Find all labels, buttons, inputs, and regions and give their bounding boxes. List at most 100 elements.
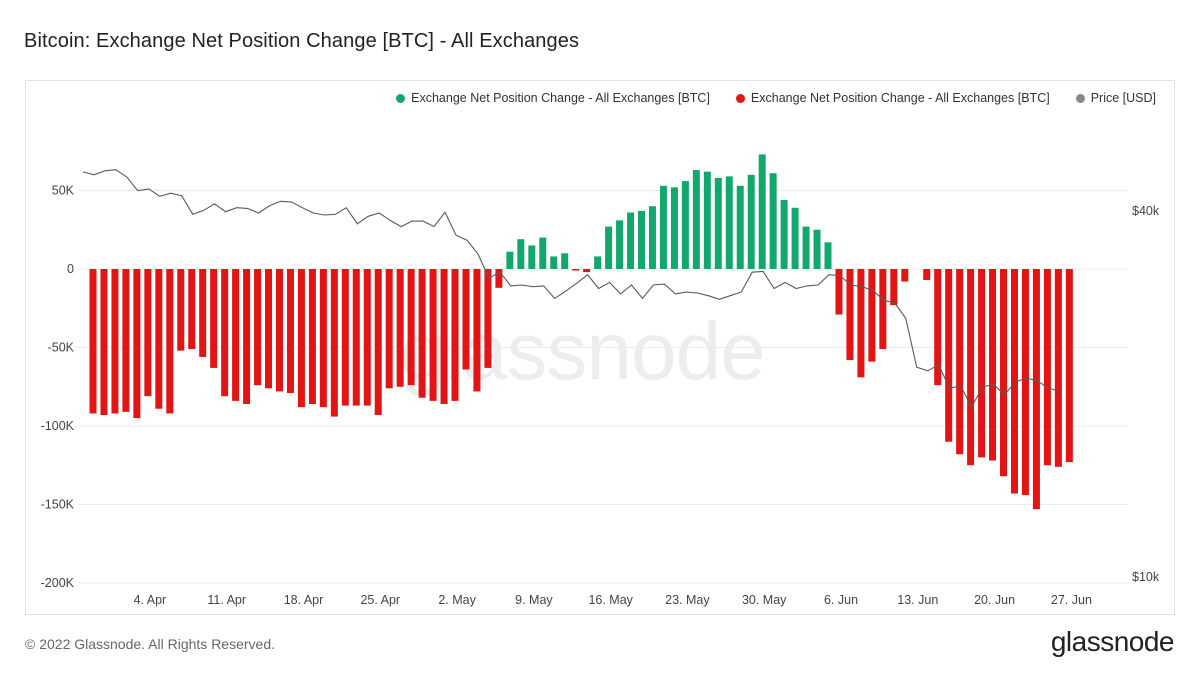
bar-outflow[interactable] <box>155 269 163 409</box>
bar-inflow[interactable] <box>747 174 755 269</box>
legend-dot-green <box>396 93 406 103</box>
bar-inflow[interactable] <box>725 176 733 269</box>
bar-outflow[interactable] <box>1043 269 1051 466</box>
bar-inflow[interactable] <box>517 239 525 269</box>
bar-outflow[interactable] <box>407 269 415 386</box>
bar-outflow[interactable] <box>297 269 305 408</box>
x-tick-label: 23. May <box>665 593 710 607</box>
bar-outflow[interactable] <box>484 269 492 368</box>
bar-inflow[interactable] <box>627 212 635 269</box>
bar-outflow[interactable] <box>978 269 986 458</box>
bar-inflow[interactable] <box>638 210 645 269</box>
bar-outflow[interactable] <box>144 269 152 397</box>
bar-outflow[interactable] <box>1065 269 1073 463</box>
bar-inflow[interactable] <box>506 251 514 269</box>
bar-outflow[interactable] <box>1010 269 1018 494</box>
bar-outflow[interactable] <box>221 269 229 397</box>
bar-outflow[interactable] <box>890 269 898 306</box>
bar-inflow[interactable] <box>791 207 799 269</box>
bar-outflow[interactable] <box>879 269 887 350</box>
bar-outflow[interactable] <box>857 269 865 378</box>
bar-outflow[interactable] <box>111 269 119 414</box>
bar-outflow[interactable] <box>374 269 382 416</box>
bar-outflow[interactable] <box>923 269 931 280</box>
bar-outflow[interactable] <box>462 269 470 370</box>
bar-outflow[interactable] <box>956 269 964 455</box>
bar-outflow[interactable] <box>473 269 481 392</box>
bar-outflow[interactable] <box>1021 269 1029 496</box>
bar-outflow[interactable] <box>868 269 876 362</box>
bar-inflow[interactable] <box>616 220 624 269</box>
bar-inflow[interactable] <box>605 226 613 269</box>
bar-inflow[interactable] <box>681 181 689 269</box>
bar-outflow[interactable] <box>308 269 316 405</box>
legend-item-inflow[interactable]: Exchange Net Position Change - All Excha… <box>396 91 710 105</box>
bar-outflow[interactable] <box>989 269 997 461</box>
bar-inflow[interactable] <box>714 177 722 269</box>
bar-outflow[interactable] <box>319 269 327 408</box>
bar-outflow[interactable] <box>846 269 854 361</box>
bar-outflow[interactable] <box>1032 269 1040 510</box>
bar-outflow[interactable] <box>363 269 371 406</box>
x-tick-label: 30. May <box>742 593 787 607</box>
bar-outflow[interactable] <box>1054 269 1062 467</box>
bar-inflow[interactable] <box>703 171 711 269</box>
bar-outflow[interactable] <box>341 269 349 406</box>
bar-outflow[interactable] <box>210 269 218 368</box>
bar-inflow[interactable] <box>736 185 744 269</box>
bar-outflow[interactable] <box>188 269 196 350</box>
bar-inflow[interactable] <box>769 173 777 269</box>
bar-inflow[interactable] <box>692 170 700 269</box>
price-line[interactable] <box>82 169 1060 409</box>
bar-inflow[interactable] <box>670 187 678 269</box>
bar-outflow[interactable] <box>495 269 503 288</box>
y-tick-label: 50K <box>52 184 75 198</box>
bar-outflow[interactable] <box>429 269 437 401</box>
bar-outflow[interactable] <box>835 269 843 315</box>
bar-outflow[interactable] <box>286 269 294 394</box>
bar-inflow[interactable] <box>758 154 766 269</box>
bar-outflow[interactable] <box>418 269 426 398</box>
bar-inflow[interactable] <box>539 237 547 269</box>
bar-outflow[interactable] <box>133 269 141 419</box>
bar-outflow[interactable] <box>232 269 240 401</box>
bar-outflow[interactable] <box>177 269 185 351</box>
bar-outflow[interactable] <box>934 269 942 386</box>
bar-inflow[interactable] <box>824 242 832 269</box>
bar-outflow[interactable] <box>122 269 130 412</box>
legend-item-price[interactable]: Price [USD] <box>1075 91 1156 105</box>
legend-item-outflow[interactable]: Exchange Net Position Change - All Excha… <box>735 91 1050 105</box>
bar-outflow[interactable] <box>89 269 97 414</box>
x-tick-label: 16. May <box>588 593 633 607</box>
bar-outflow[interactable] <box>1000 269 1008 477</box>
bar-outflow[interactable] <box>945 269 953 442</box>
bar-outflow[interactable] <box>967 269 975 466</box>
bar-outflow[interactable] <box>330 269 338 417</box>
bar-outflow[interactable] <box>243 269 251 405</box>
bar-outflow[interactable] <box>385 269 393 389</box>
bar-outflow[interactable] <box>352 269 360 406</box>
bar-inflow[interactable] <box>594 256 602 269</box>
bar-inflow[interactable] <box>659 185 667 269</box>
y-tick-label: -50K <box>48 341 75 355</box>
bar-inflow[interactable] <box>802 226 810 269</box>
bar-inflow[interactable] <box>813 229 821 269</box>
bar-outflow[interactable] <box>265 269 273 389</box>
bar-outflow[interactable] <box>451 269 459 401</box>
bar-outflow[interactable] <box>440 269 448 405</box>
bar-outflow[interactable] <box>254 269 262 386</box>
bar-inflow[interactable] <box>648 206 656 269</box>
bar-inflow[interactable] <box>561 253 569 269</box>
bar-outflow[interactable] <box>396 269 404 387</box>
bar-inflow[interactable] <box>780 199 788 269</box>
bar-outflow[interactable] <box>166 269 174 414</box>
bar-outflow[interactable] <box>100 269 108 416</box>
bar-inflow[interactable] <box>550 256 558 269</box>
bar-outflow[interactable] <box>583 269 591 273</box>
bar-outflow[interactable] <box>275 269 283 392</box>
bar-inflow[interactable] <box>528 245 536 269</box>
bar-outflow[interactable] <box>572 269 580 271</box>
bar-outflow[interactable] <box>199 269 207 357</box>
bar-outflow[interactable] <box>901 269 909 282</box>
copyright-text: © 2022 Glassnode. All Rights Reserved. <box>25 636 276 652</box>
